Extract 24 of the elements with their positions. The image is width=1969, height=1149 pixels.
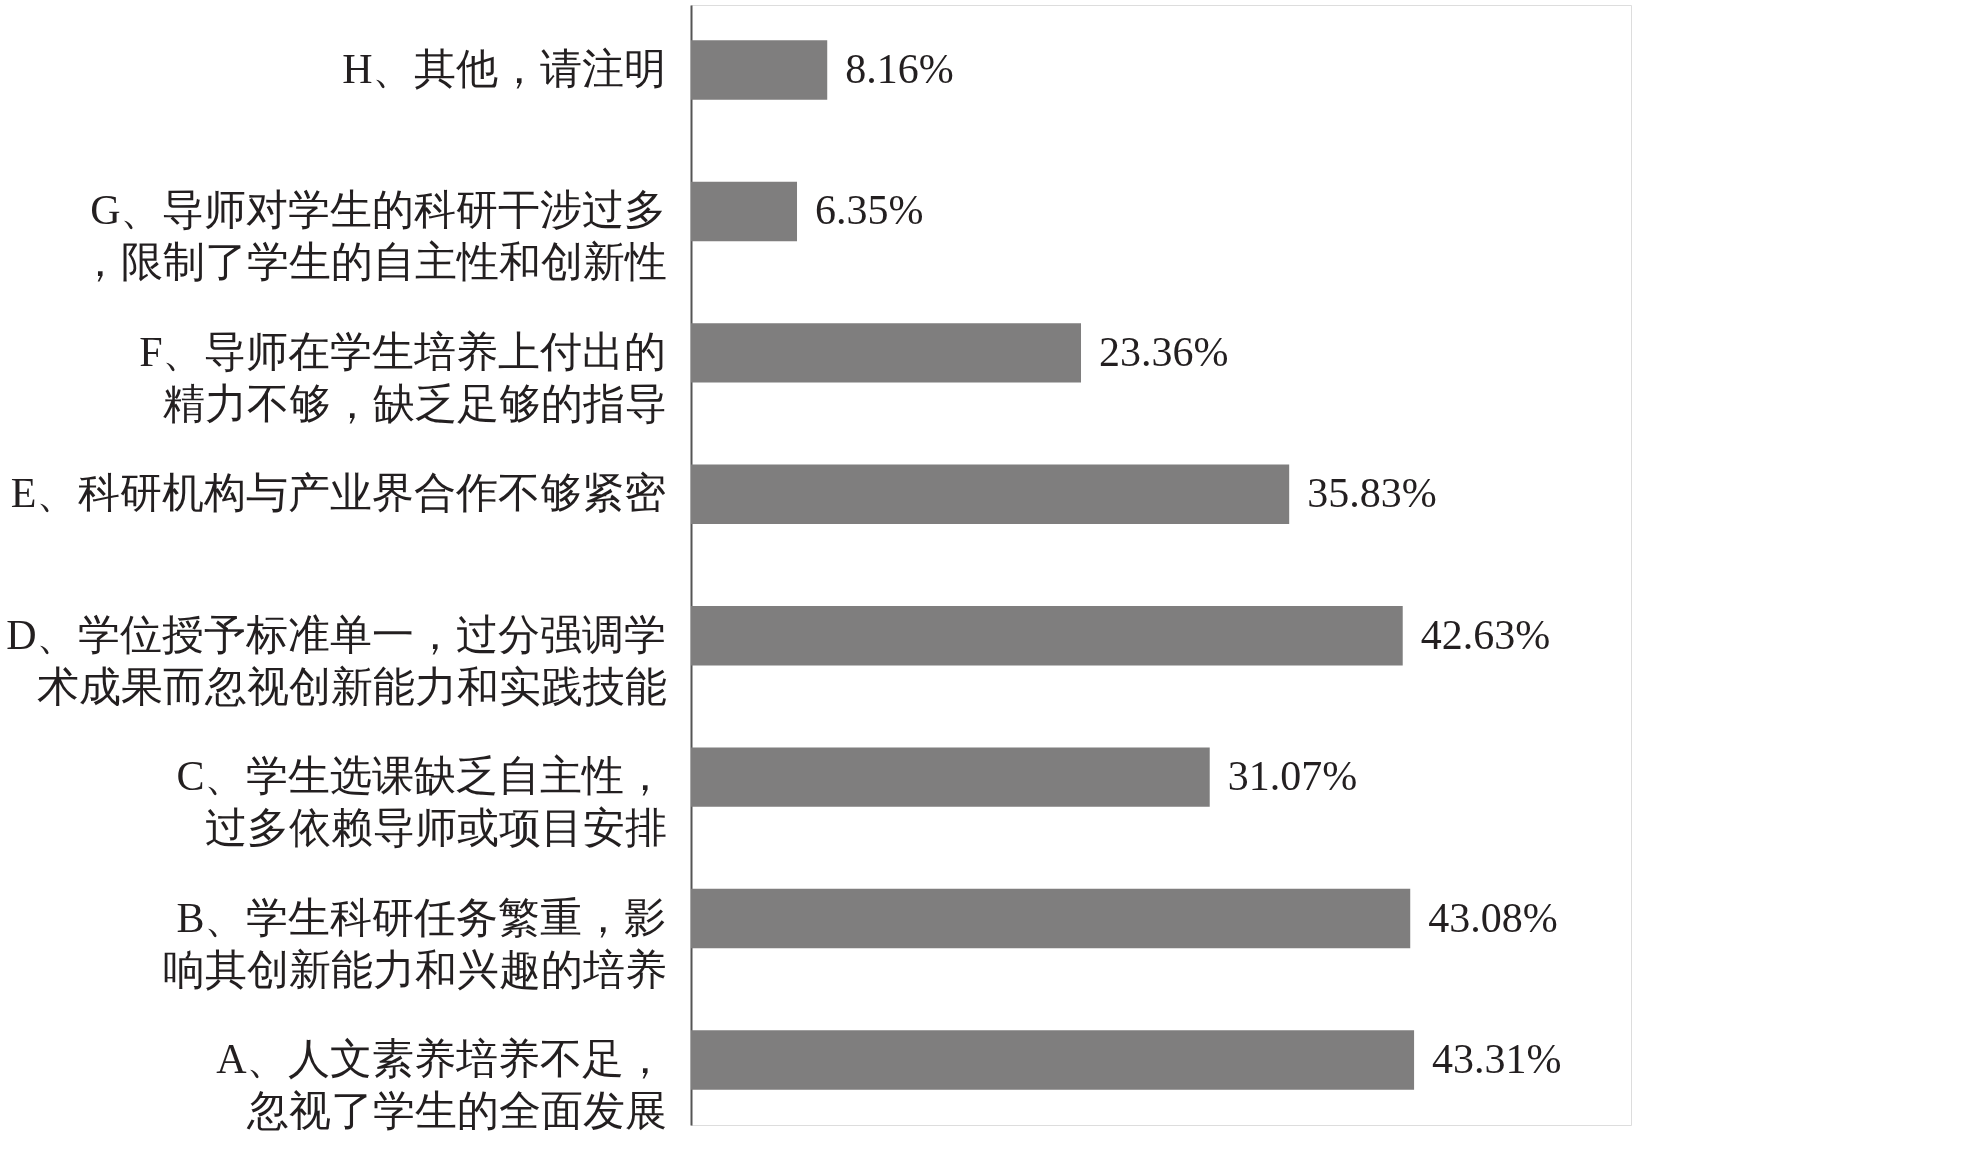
data-label: 43.31% bbox=[1432, 1035, 1562, 1082]
y-tick-label: F、导师在学生培养上付出的精力不够，缺乏足够的指导 bbox=[139, 328, 667, 427]
y-tick-label: H、其他，请注明 bbox=[342, 46, 667, 93]
y-tick-label: B、学生科研任务繁重，影响其创新能力和兴趣的培养 bbox=[162, 894, 667, 993]
y-tick-label: G、导师对学生的科研干涉过多，限制了学生的自主性和创新性 bbox=[78, 187, 667, 286]
data-label: 6.35% bbox=[815, 187, 924, 234]
bar bbox=[691, 323, 1081, 383]
y-tick-label: A、人文素养培养不足，忽视了学生的全面发展 bbox=[216, 1035, 667, 1134]
bar bbox=[691, 464, 1290, 524]
data-label: 8.16% bbox=[845, 46, 954, 93]
data-label: 31.07% bbox=[1227, 753, 1358, 800]
data-label: 23.36% bbox=[1099, 328, 1229, 375]
data-label: 43.08% bbox=[1428, 894, 1558, 941]
y-tick-label: C、学生选课缺乏自主性，过多依赖导师或项目安排 bbox=[176, 753, 667, 852]
bar bbox=[691, 747, 1210, 807]
bar bbox=[691, 40, 828, 100]
bar bbox=[691, 181, 798, 242]
data-label: 35.83% bbox=[1307, 470, 1437, 517]
bar bbox=[691, 1030, 1415, 1090]
bar bbox=[691, 606, 1403, 666]
y-tick-label: D、学位授予标准单一，过分强调学术成果而忽视创新能力和实践技能 bbox=[6, 611, 667, 710]
y-tick-label: E、科研机构与产业界合作不够紧密 bbox=[10, 470, 667, 517]
data-label: 42.63% bbox=[1420, 611, 1551, 658]
bar bbox=[691, 888, 1411, 949]
